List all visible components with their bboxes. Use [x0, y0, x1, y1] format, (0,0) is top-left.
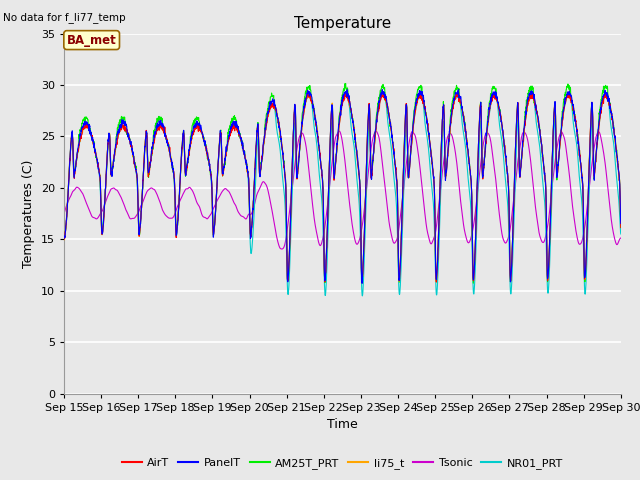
Text: No data for f_li77_temp: No data for f_li77_temp [3, 12, 126, 23]
X-axis label: Time: Time [327, 418, 358, 431]
Title: Temperature: Temperature [294, 16, 391, 31]
Legend: AirT, PanelT, AM25T_PRT, li75_t, Tsonic, NR01_PRT: AirT, PanelT, AM25T_PRT, li75_t, Tsonic,… [117, 453, 568, 473]
Text: BA_met: BA_met [67, 34, 116, 47]
Y-axis label: Temperatures (C): Temperatures (C) [22, 159, 35, 268]
